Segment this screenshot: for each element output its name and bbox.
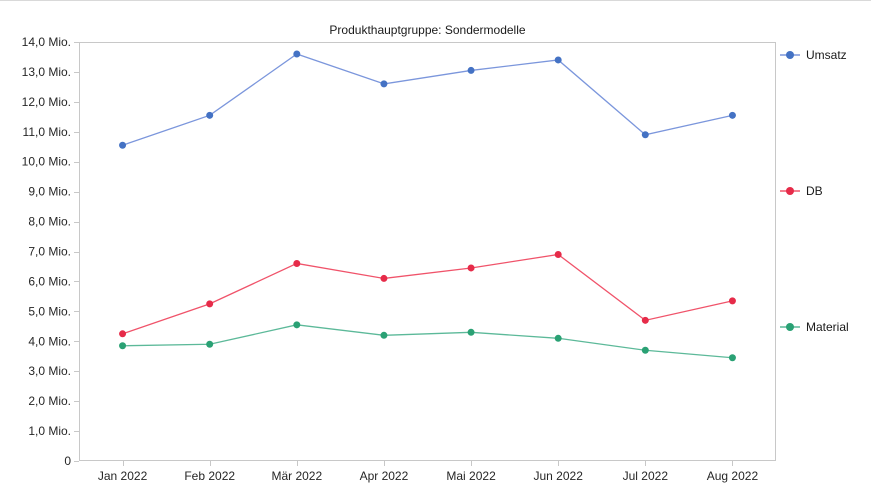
- data-point-db[interactable]: [119, 330, 127, 338]
- data-point-umsatz[interactable]: [728, 111, 736, 119]
- data-point-db[interactable]: [728, 297, 736, 305]
- y-tick-label: 5,0 Mio.: [28, 304, 71, 318]
- data-point-db[interactable]: [467, 264, 475, 272]
- data-point-db[interactable]: [206, 300, 214, 308]
- y-tick-label: 14,0 Mio.: [22, 35, 71, 49]
- data-point-umsatz[interactable]: [119, 141, 127, 149]
- y-tick-label: 2,0 Mio.: [28, 394, 71, 408]
- legend-marker-material: [786, 323, 794, 331]
- x-tick-label: Jul 2022: [623, 469, 669, 483]
- data-point-material[interactable]: [380, 331, 388, 339]
- y-tick-label: 6,0 Mio.: [28, 274, 71, 288]
- x-tick-label: Mär 2022: [271, 469, 322, 483]
- legend-label-db[interactable]: DB: [806, 184, 823, 198]
- data-point-db[interactable]: [554, 250, 562, 258]
- legend-marker-umsatz: [786, 51, 794, 59]
- y-tick-label: 1,0 Mio.: [28, 424, 71, 438]
- plot-border: [79, 42, 776, 461]
- data-point-material[interactable]: [293, 321, 301, 329]
- data-point-material[interactable]: [467, 328, 475, 336]
- data-point-umsatz[interactable]: [380, 80, 388, 88]
- x-tick-label: Mai 2022: [446, 469, 496, 483]
- y-tick-label: 12,0 Mio.: [22, 95, 71, 109]
- legend-marker-db: [786, 187, 794, 195]
- data-point-umsatz[interactable]: [467, 66, 475, 74]
- y-tick-label: 9,0 Mio.: [28, 185, 71, 199]
- series-line-db: [122, 253, 733, 335]
- data-point-material[interactable]: [641, 346, 649, 354]
- data-point-db[interactable]: [380, 274, 388, 282]
- y-tick-label: 0: [64, 454, 71, 468]
- data-point-umsatz[interactable]: [554, 56, 562, 64]
- y-tick-label: 4,0 Mio.: [28, 334, 71, 348]
- data-point-material[interactable]: [206, 340, 214, 348]
- x-tick-label: Apr 2022: [360, 469, 409, 483]
- x-tick-label: Jun 2022: [533, 469, 583, 483]
- data-point-material[interactable]: [119, 342, 127, 350]
- y-tick-label: 13,0 Mio.: [22, 65, 71, 79]
- x-tick-label: Jan 2022: [98, 469, 148, 483]
- legend-label-material[interactable]: Material: [806, 320, 849, 334]
- series-line-umsatz: [122, 53, 733, 146]
- data-point-umsatz[interactable]: [641, 131, 649, 139]
- data-point-umsatz[interactable]: [293, 50, 301, 58]
- chart-title: Produkthauptgruppe: Sondermodelle: [329, 23, 526, 37]
- y-tick-label: 11,0 Mio.: [23, 125, 71, 139]
- series-line-material: [122, 324, 733, 359]
- x-tick-label: Feb 2022: [184, 469, 235, 483]
- legend-label-umsatz[interactable]: Umsatz: [806, 48, 847, 62]
- y-tick-label: 3,0 Mio.: [28, 364, 71, 378]
- data-point-umsatz[interactable]: [206, 111, 214, 119]
- data-point-material[interactable]: [554, 334, 562, 342]
- data-point-db[interactable]: [641, 316, 649, 324]
- y-tick-label: 10,0 Mio.: [22, 155, 71, 169]
- y-tick-label: 7,0 Mio.: [28, 245, 71, 259]
- data-point-material[interactable]: [728, 354, 736, 362]
- y-tick-label: 8,0 Mio.: [28, 215, 71, 229]
- data-point-db[interactable]: [293, 259, 301, 267]
- x-tick-label: Aug 2022: [707, 469, 759, 483]
